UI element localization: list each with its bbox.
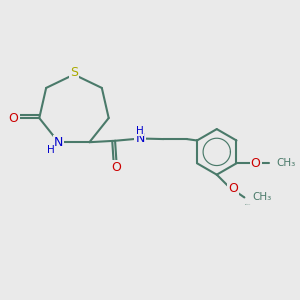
Text: O: O: [9, 112, 19, 124]
Text: N: N: [135, 132, 145, 145]
Text: methoxy: methoxy: [245, 203, 251, 205]
Text: S: S: [70, 66, 78, 79]
Text: O: O: [250, 157, 260, 170]
Text: H: H: [47, 145, 54, 155]
Text: O: O: [112, 161, 122, 174]
Text: CH₃: CH₃: [252, 193, 272, 202]
Text: CH₃: CH₃: [244, 196, 247, 197]
Text: O: O: [228, 182, 238, 195]
Text: H: H: [136, 125, 144, 136]
Text: CH₃: CH₃: [277, 158, 296, 168]
Text: N: N: [54, 136, 63, 149]
